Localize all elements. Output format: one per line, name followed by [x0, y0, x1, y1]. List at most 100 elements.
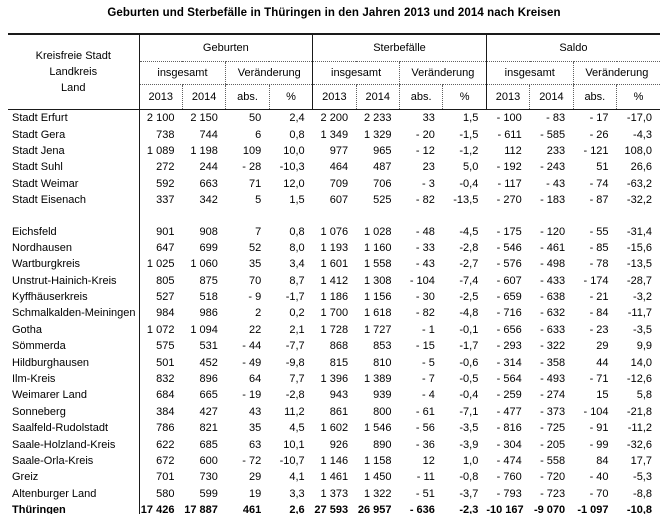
cell: 17 426 [140, 504, 175, 514]
cell: 1 727 [363, 323, 392, 336]
cell: 1 160 [363, 241, 392, 254]
cell: 8,0 [289, 241, 305, 254]
row-label: Eichsfeld [8, 223, 140, 240]
cell: -0,4 [459, 177, 479, 190]
col-header-2014: 2014 [355, 84, 400, 110]
cell: 452 [199, 356, 218, 369]
table-row: Ilm-Kreis 832 896 64 7,7 1 396 1 389 - 7 -0,5 - 5… [8, 370, 660, 388]
cell: 9,9 [636, 340, 652, 353]
cell: 1 329 [363, 128, 392, 141]
cell: - 716 [496, 307, 522, 320]
cell: 1 094 [190, 323, 218, 336]
cell: 709 [329, 177, 349, 190]
cell: - 28 [242, 161, 262, 174]
row-label: Altenburger Land [8, 485, 140, 502]
cell: 592 [156, 177, 175, 190]
subheader-veraenderung: Veränderung [572, 61, 660, 85]
cell [486, 208, 529, 223]
cell: 0,2 [289, 307, 305, 320]
cell: - 83 [546, 112, 566, 125]
col-header-2014: 2014 [529, 84, 574, 110]
header-subgroup-row: insgesamt Veränderung insgesamt Veränder… [8, 61, 660, 85]
cell: 1 028 [363, 225, 392, 238]
cell: - 23 [589, 323, 609, 336]
cell: 2,1 [289, 323, 305, 336]
cell: - 474 [496, 455, 522, 467]
statistics-table: Kreisfreie Stadt Landkreis Land Geburten… [8, 33, 660, 514]
cell: - 656 [496, 323, 522, 336]
cell: -0,5 [459, 373, 479, 386]
cell: 1 198 [190, 144, 218, 157]
col-header-pct: % [268, 84, 313, 110]
cell: 22 [249, 323, 262, 336]
col-header-2013: 2013 [485, 84, 530, 110]
cell: -11,7 [627, 307, 652, 320]
cell: 1 618 [363, 307, 392, 320]
cell: 15 [596, 389, 609, 402]
cell: 1 076 [320, 225, 349, 238]
cell: - 270 [496, 194, 522, 207]
cell: 64 [249, 373, 262, 386]
cell: - 3 [422, 177, 435, 190]
cell: - 558 [540, 455, 566, 467]
cell: - 12 [415, 144, 435, 157]
cell: 1 558 [363, 258, 392, 271]
table-row: Saale-Holzland-Kreis 622 685 63 10,1 926 890 - … [8, 436, 660, 453]
cell: -13,5 [453, 194, 479, 207]
cell: - 11 [416, 471, 435, 484]
cell: -0,4 [459, 389, 479, 402]
cell: - 33 [415, 241, 435, 254]
cell: - 461 [540, 241, 566, 254]
cell [313, 208, 356, 223]
cell: 1 089 [146, 144, 175, 157]
table-row: Stadt Erfurt 2 100 2 150 50 2,4 2 200 2 233 33 1… [8, 109, 660, 127]
row-label: Schmalkalden-Meiningen [8, 305, 140, 322]
cell: 2 200 [320, 112, 349, 125]
cell: -9,8 [285, 356, 305, 369]
row-label: Weimarer Land [8, 387, 140, 404]
cell: - 175 [496, 225, 522, 238]
cell: 19 [249, 487, 262, 500]
cell: - 611 [497, 128, 522, 141]
cell: 17 887 [184, 504, 218, 514]
cell: 939 [373, 389, 392, 402]
cell: 33 [422, 112, 435, 125]
cell: 896 [199, 373, 218, 386]
row-label: Thüringen [8, 501, 140, 514]
spacer-row [8, 208, 660, 224]
cell: 384 [156, 405, 175, 418]
cell: 868 [329, 340, 349, 353]
cell: 815 [329, 356, 349, 369]
col-header-2013: 2013 [312, 84, 357, 110]
column-group-geburten: Geburten [138, 34, 313, 62]
cell: 1 146 [320, 455, 349, 467]
cell: - 56 [415, 422, 435, 435]
cell: 50 [249, 112, 262, 125]
cell: - 61 [415, 405, 435, 418]
total-row: Thüringen 17 426 17 887 461 2,6 27 593 26 957 -… [8, 501, 660, 514]
cell [443, 208, 486, 223]
cell: -9 070 [533, 504, 566, 514]
cell: 337 [156, 194, 175, 207]
row-label: Saale-Holzland-Kreis [8, 436, 140, 453]
cell: - 40 [589, 471, 609, 484]
cell: 7 [255, 225, 262, 238]
cell: 501 [156, 356, 175, 369]
cell: -2,8 [285, 389, 305, 402]
cell: - 564 [496, 373, 522, 386]
cell: 23 [422, 161, 435, 174]
cell: 1 412 [320, 274, 349, 287]
cell: -3,9 [459, 438, 479, 451]
cell: - 51 [415, 487, 435, 500]
cell: - 723 [540, 487, 566, 500]
cell: 4,1 [289, 471, 305, 484]
cell: 233 [546, 144, 566, 157]
cell: 875 [199, 274, 218, 287]
table-row: Stadt Eisenach 337 342 5 1,5 607 525 - 82 -13,5 -… [8, 191, 660, 209]
cell: -4,8 [459, 307, 479, 320]
cell: -15,6 [626, 241, 652, 254]
cell: -0,1 [459, 323, 479, 336]
cell: 0,8 [289, 128, 305, 141]
cell: - 498 [540, 258, 566, 271]
cell: 890 [373, 438, 392, 451]
